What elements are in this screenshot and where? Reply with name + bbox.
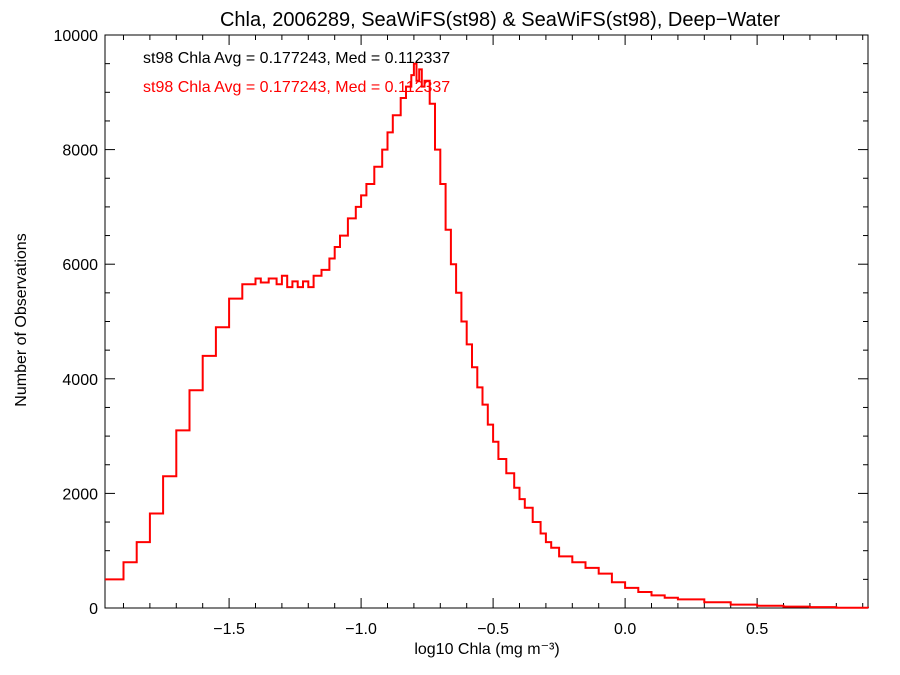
y-tick-label: 2000 [62,486,98,503]
series-line-chla [105,62,869,609]
chart-title: Chla, 2006289, SeaWiFS(st98) & SeaWiFS(s… [220,9,780,31]
x-tick-label: 0.5 [746,621,768,638]
y-tick-label: 6000 [62,257,98,274]
y-tick-label: 0 [89,601,98,618]
y-tick-label: 10000 [54,28,99,45]
x-tick-label: −0.5 [477,621,509,638]
y-tick-label: 8000 [62,143,98,160]
x-tick-label: −1.0 [345,621,377,638]
y-axis-label: Number of Observations [13,233,30,406]
x-tick-label: 0.0 [614,621,636,638]
x-axis-label: log10 Chla (mg m⁻³) [414,641,559,658]
axis-ticks: −1.5 −1.0 −0.5 0.0 0.5 0 2000 4000 6000 8000 10000 [54,28,868,638]
annotation-red: st98 Chla Avg = 0.177243, Med = 0.112337 [143,79,450,96]
y-tick-label: 4000 [62,372,98,389]
x-tick-label: −1.5 [213,621,245,638]
annotation-black: st98 Chla Avg = 0.177243, Med = 0.112337 [143,50,450,67]
